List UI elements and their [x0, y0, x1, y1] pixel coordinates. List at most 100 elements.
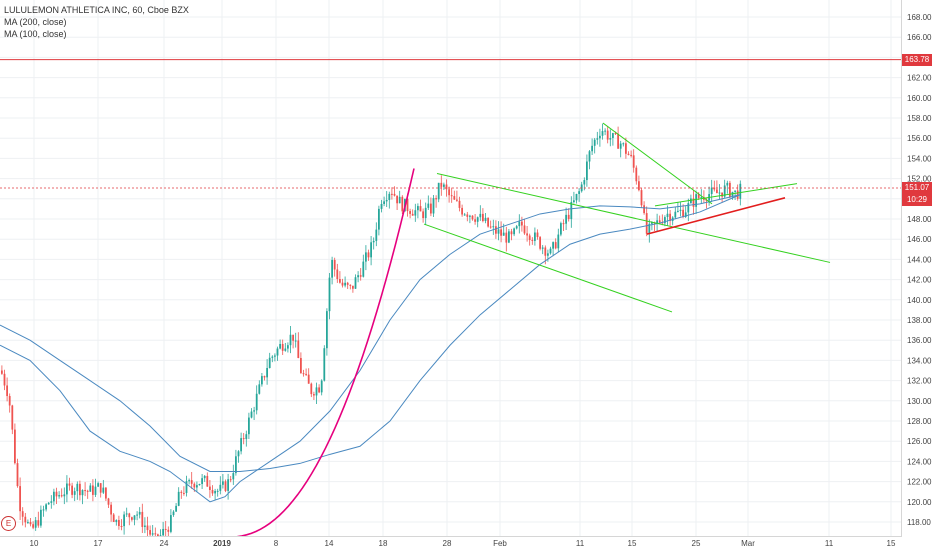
candle: [284, 342, 287, 352]
candle: [198, 483, 201, 486]
candle: [534, 227, 536, 246]
candle: [432, 195, 435, 218]
candle: [500, 221, 502, 243]
candle: [411, 209, 414, 216]
candle: [53, 488, 55, 506]
candle: [167, 526, 170, 537]
alert-price-badge: 163.78: [902, 53, 932, 66]
candle: [427, 195, 430, 210]
candle: [214, 488, 216, 501]
candle: [328, 272, 331, 320]
candle: [318, 384, 320, 394]
candle: [279, 339, 281, 350]
candle: [320, 379, 323, 396]
candle: [619, 140, 622, 158]
candle: [365, 245, 367, 271]
price-tick-label: 118.00: [907, 518, 931, 527]
candle: [107, 497, 110, 508]
candle: [549, 246, 552, 255]
green-trendline[interactable]: [436, 173, 831, 263]
candle: [617, 126, 619, 149]
candle: [315, 382, 318, 405]
candle: [196, 481, 198, 493]
candle: [97, 481, 99, 487]
candle: [474, 213, 476, 225]
candle: [240, 432, 242, 455]
candle: [612, 132, 614, 146]
events-button[interactable]: E: [1, 516, 16, 531]
candle: [562, 219, 565, 231]
green-trendline[interactable]: [423, 223, 673, 313]
candle: [268, 352, 271, 369]
candle: [627, 151, 630, 156]
candle: [731, 191, 734, 200]
candle: [703, 190, 705, 204]
candle: [125, 507, 128, 517]
candle: [21, 507, 24, 526]
candle: [521, 216, 523, 232]
candle: [437, 182, 440, 203]
candle: [476, 216, 479, 228]
price-tick-label: 124.00: [907, 457, 932, 466]
candle: [695, 190, 697, 214]
candle: [297, 332, 300, 359]
time-tick-label: 15: [628, 539, 637, 548]
candle: [307, 368, 310, 384]
candle: [713, 180, 716, 192]
ma-100-legend[interactable]: MA (100, close): [4, 29, 67, 39]
candle: [8, 393, 11, 413]
chart-legend: LULULEMON ATHLETICA INC, 60, Cboe BZX MA…: [4, 4, 189, 40]
candle: [146, 516, 149, 539]
candle: [305, 368, 307, 376]
candle: [716, 180, 718, 194]
candle: [250, 408, 253, 419]
candle: [302, 369, 305, 377]
price-tick-label: 148.00: [907, 215, 932, 224]
candle: [541, 245, 544, 255]
candle: [164, 520, 167, 537]
candle: [209, 479, 211, 498]
ma-200-legend[interactable]: MA (200, close): [4, 17, 67, 27]
price-tick-label: 158.00: [907, 114, 932, 123]
green-trendline[interactable]: [654, 183, 798, 207]
candle: [398, 190, 401, 204]
candle: [63, 487, 66, 505]
candle: [71, 482, 73, 499]
candle: [170, 509, 172, 534]
time-axis-bg: [0, 536, 932, 550]
candle: [359, 268, 362, 281]
candle: [682, 204, 684, 219]
candle: [3, 369, 6, 391]
price-tick-label: 130.00: [907, 397, 932, 406]
candle: [94, 478, 97, 497]
candle: [718, 184, 721, 200]
ma-200-line: [0, 194, 741, 472]
candle: [492, 219, 495, 235]
candle: [79, 480, 81, 501]
candle: [679, 202, 682, 217]
red-trendline[interactable]: [646, 197, 786, 235]
time-tick-label: 10: [30, 539, 39, 548]
price-tick-label: 162.00: [907, 74, 932, 83]
candle: [258, 380, 261, 395]
candle: [73, 487, 76, 502]
candle: [575, 193, 578, 204]
candle: [144, 517, 146, 534]
candle: [409, 208, 411, 219]
price-tick-label: 126.00: [907, 437, 932, 446]
candle: [508, 228, 510, 244]
candle: [648, 219, 651, 243]
candle: [729, 180, 731, 199]
green-trendline[interactable]: [602, 122, 713, 205]
price-tick-label: 138.00: [907, 316, 932, 325]
candle: [383, 196, 385, 207]
candle: [573, 191, 575, 204]
time-tick-label: 2019: [213, 539, 231, 548]
candle: [331, 256, 333, 285]
candle: [131, 516, 133, 522]
price-tick-label: 128.00: [907, 417, 932, 426]
price-tick-label: 132.00: [907, 377, 932, 386]
candle: [523, 218, 526, 235]
symbol-title[interactable]: LULULEMON ATHLETICA INC, 60, Cboe BZX: [4, 5, 189, 15]
